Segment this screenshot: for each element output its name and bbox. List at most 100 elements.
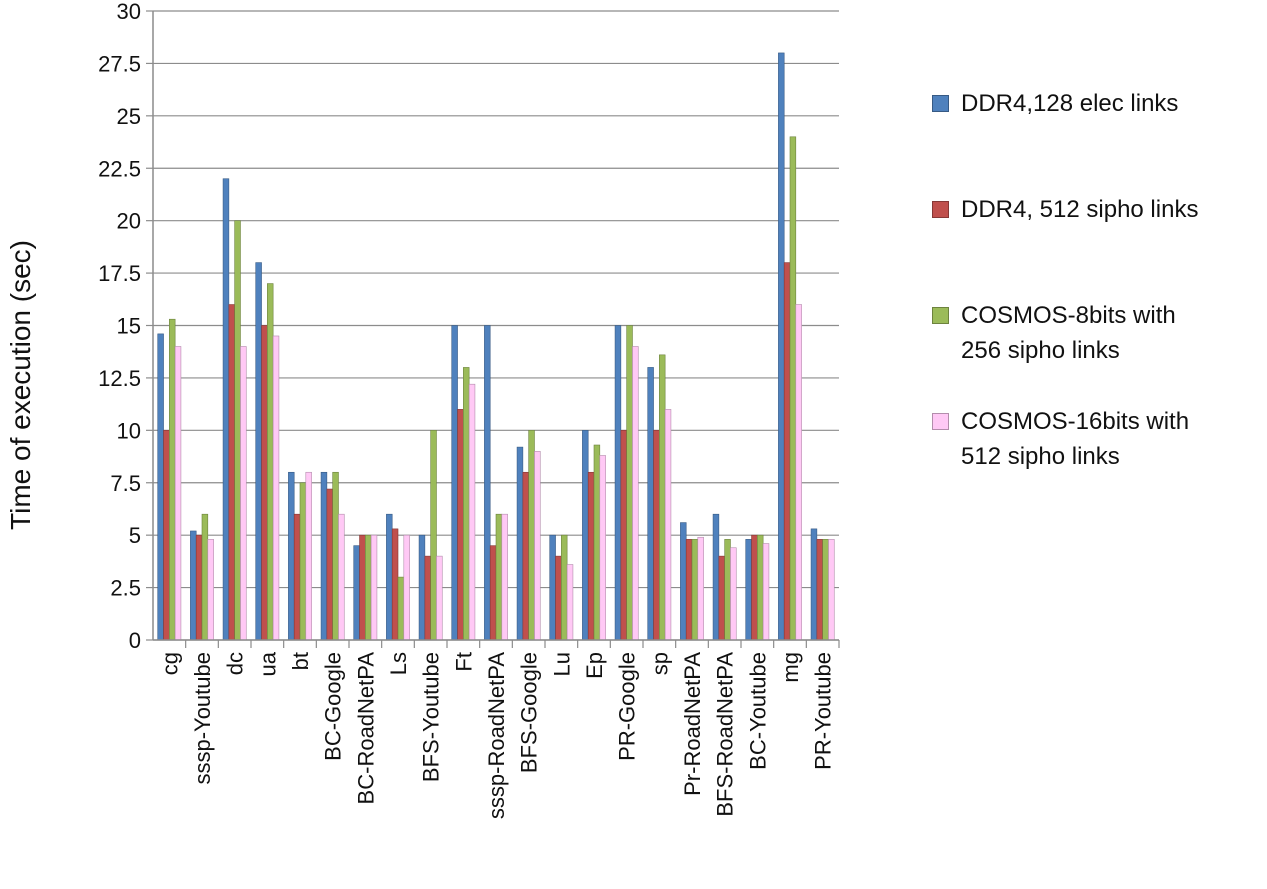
legend-label: COSMOS-16bits with 512 sipho links [961, 408, 1190, 470]
legend-swatch [932, 413, 949, 430]
bar-bt-series-0 [288, 471, 295, 641]
bar-PR-Youtube-series-2 [822, 539, 829, 641]
y-tick-label: 17.5 [98, 261, 141, 286]
bar-ua-series-2 [267, 283, 274, 641]
bar-sssp-Youtube-series-3 [207, 539, 214, 641]
bar-dc-series-2 [234, 220, 241, 641]
bar-sssp-Youtube-series-2 [201, 513, 209, 641]
bar-BFS-Google-series-3 [534, 450, 541, 641]
bar-ua-series-1 [261, 325, 268, 641]
bar-Ls-series-3 [403, 534, 410, 641]
x-tick-label: Lu [549, 652, 574, 676]
x-tick-label: Ep [582, 652, 607, 679]
bar-BC-Youtube-series-0 [745, 539, 752, 641]
x-tick-label: BFS-Google [517, 652, 542, 773]
bar-PR-Google-series-1 [620, 430, 627, 641]
bar-BFS-Youtube-series-1 [424, 555, 431, 641]
bar-PR-Google-series-3 [632, 346, 639, 641]
y-tick-label: 5 [129, 523, 141, 548]
bar-Lu-series-3 [566, 564, 574, 641]
x-tick-label: sssp-RoadNetPA [484, 652, 509, 819]
x-tick-label: sp [647, 652, 672, 675]
bar-BFS-RoadNetPA-series-1 [718, 555, 725, 641]
bar-sssp-Youtube-series-0 [190, 530, 197, 641]
y-tick-labels: 0 2.5 5 7.5 10 12.5 15 17.5 20 22.5 25 27.5 30 [98, 0, 141, 653]
bar-BC-RoadNetPA-series-3 [370, 534, 378, 641]
bar-bt-series-1 [293, 513, 301, 641]
bar-sp-series-2 [659, 354, 666, 641]
bar-Ft-series-1 [457, 409, 464, 641]
x-tick-label: BC-Google [321, 652, 346, 761]
x-tick-label: Ls [386, 652, 411, 675]
y-tick-label: 22.5 [98, 156, 141, 181]
y-tick-label: 15 [117, 314, 141, 339]
bar-Pr-RoadNetPA-series-3 [697, 536, 704, 641]
legend-item-cosmos-8bits: COSMOS-8bits with 256 sipho links [932, 298, 1261, 368]
x-tick-label: PR-Google [615, 652, 640, 761]
bar-BC-Google-series-2 [332, 471, 339, 641]
bar-BFS-Youtube-series-0 [418, 534, 426, 641]
bar-BC-RoadNetPA-series-1 [359, 534, 366, 641]
x-tick-label: BC-Youtube [745, 652, 770, 770]
bar-BC-Youtube-series-3 [762, 543, 770, 641]
bar-BC-Youtube-series-1 [751, 534, 758, 641]
bar-mg-series-1 [783, 262, 791, 641]
bar-BFS-Youtube-series-3 [436, 555, 443, 641]
y-tick-label: 0 [129, 628, 141, 653]
bar-PR-Youtube-series-0 [810, 528, 818, 641]
bar-Lu-series-1 [555, 555, 562, 641]
bar-PR-Google-series-2 [626, 325, 633, 641]
bar-sssp-Youtube-series-1 [195, 534, 203, 641]
bar-sp-series-1 [653, 430, 660, 641]
bar-mg-series-0 [778, 52, 785, 641]
legend-label: COSMOS-8bits with 256 sipho links [961, 302, 1176, 364]
bar-BC-Google-series-3 [338, 513, 345, 641]
x-tick-label: dc [223, 652, 248, 675]
bar-Ls-series-1 [391, 528, 399, 641]
bar-Ep-series-3 [599, 455, 606, 641]
bar-BFS-Google-series-0 [516, 446, 524, 641]
bar-BFS-Google-series-1 [522, 471, 529, 641]
x-tick-label: BC-RoadNetPA [353, 652, 378, 805]
x-tick-label: mg [778, 652, 803, 683]
bar-Pr-RoadNetPA-series-2 [691, 539, 699, 641]
legend-swatch [932, 307, 949, 324]
x-tick-label: bt [288, 652, 313, 670]
bar-BFS-Google-series-2 [528, 430, 535, 641]
legend-item-ddr4-128-elec: DDR4,128 elec links [932, 86, 1261, 121]
bar-PR-Google-series-0 [614, 325, 622, 641]
bar-BFS-RoadNetPA-series-3 [730, 547, 737, 641]
bar-BC-Google-series-1 [326, 488, 333, 641]
bar-Ft-series-2 [463, 367, 470, 641]
bar-Ls-series-0 [386, 513, 393, 641]
y-tick-label: 10 [117, 418, 141, 443]
bar-BC-RoadNetPA-series-0 [353, 545, 360, 641]
y-tick-label: 27.5 [98, 51, 141, 76]
bar-Ep-series-1 [587, 471, 595, 641]
bar-sp-series-3 [664, 409, 672, 641]
bar-Lu-series-2 [561, 534, 568, 641]
y-tick-label: 20 [117, 209, 141, 234]
legend-swatch [932, 95, 949, 112]
bars [157, 52, 835, 641]
bar-dc-series-3 [240, 346, 247, 641]
bar-PR-Youtube-series-1 [816, 539, 823, 641]
bar-cg-series-1 [163, 430, 170, 641]
bar-BC-RoadNetPA-series-2 [365, 534, 372, 641]
bar-PR-Youtube-series-3 [828, 539, 835, 641]
x-tick-label: BFS-RoadNetPA [713, 652, 738, 817]
y-tick-label: 25 [117, 104, 141, 129]
x-tick-label: PR-Youtube [811, 652, 836, 770]
legend-swatch [932, 201, 949, 218]
bar-sssp-RoadNetPA-series-2 [495, 513, 503, 641]
x-tick-labels: cg sssp-Youtube dc ua bt BC-Google BC-RoadNetP… [157, 651, 835, 819]
legend-item-cosmos-16bits: COSMOS-16bits with 512 sipho links [932, 404, 1261, 474]
bar-sssp-RoadNetPA-series-1 [489, 545, 497, 641]
y-axis-title: Time of execution (sec) [5, 240, 36, 530]
bar-bt-series-2 [299, 482, 307, 641]
bar-Ep-series-0 [582, 430, 589, 641]
bar-sssp-RoadNetPA-series-0 [484, 325, 491, 641]
bar-cg-series-0 [157, 333, 164, 641]
y-tick-label: 7.5 [110, 471, 141, 496]
bar-mg-series-2 [789, 136, 797, 641]
